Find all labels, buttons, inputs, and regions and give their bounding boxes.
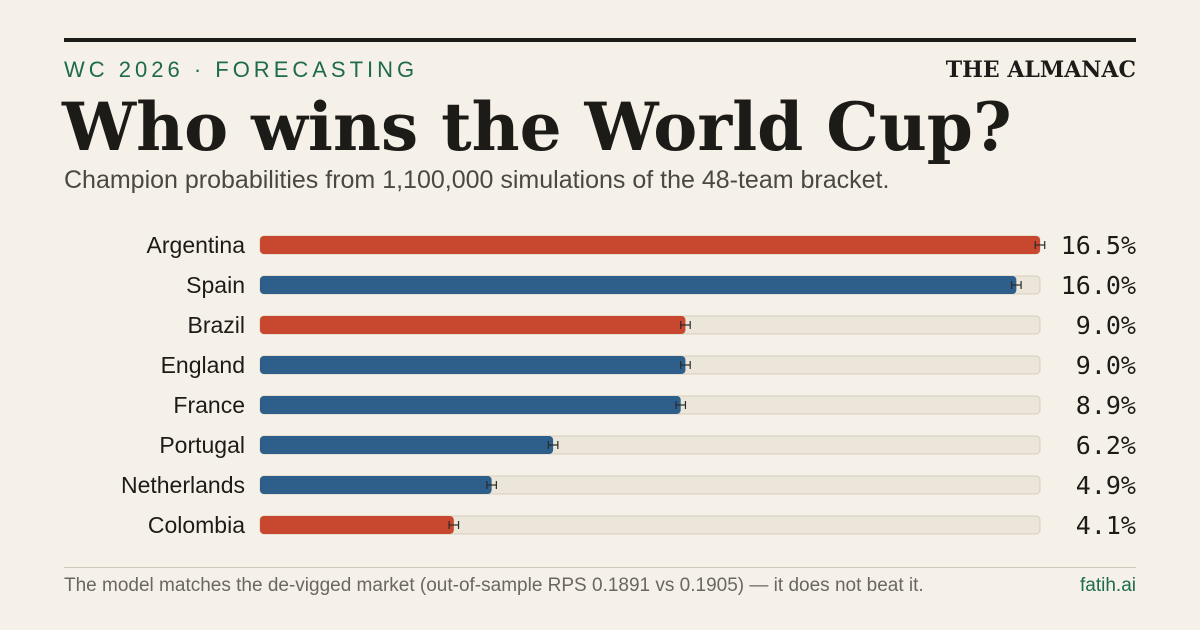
- bottom-rule: [64, 567, 1136, 568]
- category-label: Argentina: [147, 232, 246, 258]
- value-label: 6.2%: [1076, 431, 1136, 460]
- bar-rows: Argentina 16.5% Spain 16.0% Brazil 9.0% Englan…: [121, 231, 1136, 540]
- value-label: 16.5%: [1061, 231, 1136, 260]
- value-label: 16.0%: [1061, 271, 1136, 300]
- category-label: France: [173, 392, 245, 418]
- bar: [260, 356, 686, 374]
- value-label: 8.9%: [1076, 391, 1136, 420]
- value-label: 9.0%: [1076, 351, 1136, 380]
- top-rule: [64, 38, 1136, 42]
- bar: [260, 316, 686, 334]
- value-label: 9.0%: [1076, 311, 1136, 340]
- value-label: 4.1%: [1076, 511, 1136, 540]
- bar: [260, 276, 1017, 294]
- category-label: Brazil: [187, 312, 245, 338]
- brand: THE ALMANAC: [946, 57, 1136, 83]
- bar: [260, 476, 492, 494]
- category-label: Portugal: [159, 432, 245, 458]
- bar: [260, 516, 454, 534]
- bar: [260, 396, 681, 414]
- kicker: WC 2026 · FORECASTING: [64, 57, 418, 82]
- bar: [260, 236, 1040, 254]
- category-label: England: [161, 352, 245, 378]
- footnote: The model matches the de-vigged market (…: [64, 575, 924, 596]
- category-label: Colombia: [148, 512, 245, 538]
- credit: fatih.ai: [1080, 575, 1136, 596]
- bar: [260, 436, 554, 454]
- chart-title: Who wins the World Cup?: [61, 88, 1012, 166]
- category-label: Spain: [186, 272, 245, 298]
- category-label: Netherlands: [121, 472, 245, 498]
- value-label: 4.9%: [1076, 471, 1136, 500]
- subtitle: Champion probabilities from 1,100,000 si…: [64, 166, 889, 194]
